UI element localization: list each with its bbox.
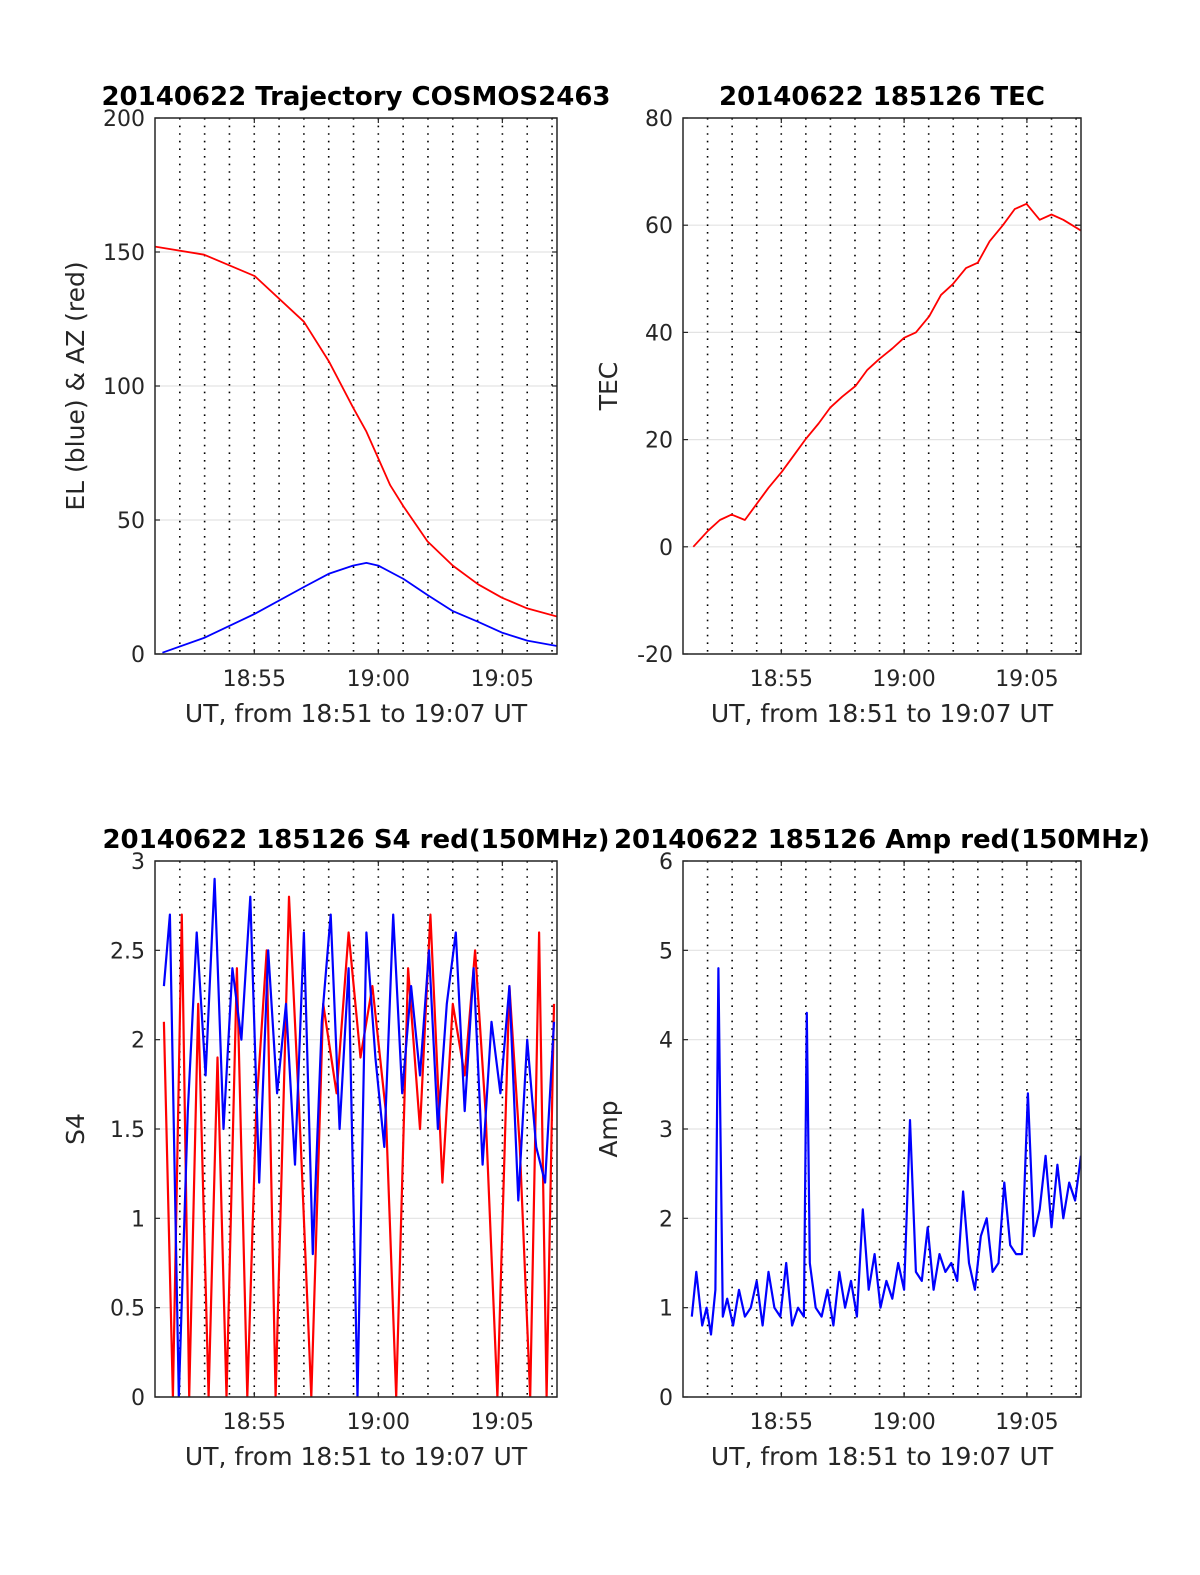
panel-4-y-tick-label: 1 — [659, 1297, 673, 1322]
panel-4-y-tick-label: 6 — [659, 850, 673, 875]
panel-2-y-tick-label: -20 — [637, 643, 673, 668]
panel-4-x-tick-label: 19:00 — [872, 1410, 935, 1435]
panel-2-y-axis-label: TEC — [594, 362, 623, 412]
panel-3-title: 20140622 185126 S4 red(150MHz) — [102, 825, 609, 855]
panel-4-x-tick-label: 18:55 — [750, 1410, 813, 1435]
panel-2-x-tick-label: 19:05 — [995, 667, 1058, 692]
panel-2-y-tick-label: 40 — [645, 321, 673, 346]
panel-2-y-tick-label: 80 — [645, 107, 673, 132]
panel-4-title: 20140622 185126 Amp red(150MHz) — [614, 825, 1150, 855]
panel-3-series-1-line — [162, 895, 556, 1397]
panel-1-y-tick-label: 200 — [103, 107, 145, 132]
panel-2: -20 0 20 40 60 80 18:55 19:00 19:05 20140622 1851… — [594, 82, 1082, 728]
panel-1-x-tick-label: 19:00 — [347, 667, 410, 692]
panel-2-y-tick-label: 60 — [645, 214, 673, 239]
panel-3: 0 0.5 1 1.5 2 2.5 3 18:55 19:00 19:05 20140622 185… — [61, 825, 610, 1471]
panel-2-x-tick-label: 19:00 — [872, 667, 935, 692]
panel-1-series-1-line — [155, 245, 557, 618]
panel-2-title: 20140622 185126 TEC — [719, 82, 1045, 112]
panel-3-x-axis-label: UT, from 18:51 to 19:07 UT — [185, 1442, 528, 1471]
panel-2-x-tick-label: 18:55 — [750, 667, 813, 692]
panel-3-y-tick-label: 0.5 — [110, 1297, 145, 1322]
panel-3-y-axis-label: S4 — [61, 1113, 90, 1145]
panel-2-axes-box — [682, 117, 1082, 655]
panel-4-y-tick-label: 3 — [659, 1118, 673, 1143]
panel-1-y-tick-label: 150 — [103, 241, 145, 266]
panel-1: 0 50 100 150 200 18:55 19:00 19:05 20140622 Traj… — [61, 82, 611, 728]
panel-3-x-tick-label: 19:05 — [471, 1410, 534, 1435]
panel-4-x-axis-label: UT, from 18:51 to 19:07 UT — [711, 1442, 1054, 1471]
panel-3-x-tick-label: 19:00 — [347, 1410, 410, 1435]
panel-3-series-2-line — [162, 877, 556, 1397]
panel-1-y-tick-label: 0 — [131, 643, 145, 668]
panel-4-y-tick-label: 5 — [659, 939, 673, 964]
panel-2-x-axis-label: UT, from 18:51 to 19:07 UT — [711, 699, 1054, 728]
panel-1-y-tick-label: 50 — [117, 509, 145, 534]
panel-3-x-tick-label: 18:55 — [223, 1410, 286, 1435]
panel-1-title: 20140622 Trajectory COSMOS2463 — [101, 82, 610, 112]
panel-1-series-2-line — [162, 562, 557, 654]
panel-4-y-axis-label: Amp — [594, 1100, 623, 1157]
panel-4-series-1-line — [690, 967, 1081, 1336]
panel-1-x-tick-label: 18:55 — [223, 667, 286, 692]
panel-4: 0 1 2 3 4 5 6 18:55 19:00 19:05 20140622 185126 Am… — [594, 825, 1150, 1471]
panel-4-y-tick-label: 4 — [659, 1029, 673, 1054]
panel-3-y-tick-label: 2.5 — [110, 939, 145, 964]
panel-1-x-axis-label: UT, from 18:51 to 19:07 UT — [185, 699, 528, 728]
panel-2-y-tick-label: 0 — [659, 536, 673, 561]
panel-1-y-tick-label: 100 — [103, 375, 145, 400]
panel-3-y-tick-label: 1.5 — [110, 1118, 145, 1143]
panel-3-y-tick-label: 1 — [131, 1207, 145, 1232]
panel-2-y-tick-label: 20 — [645, 429, 673, 454]
panel-3-y-tick-label: 0 — [131, 1386, 145, 1411]
panel-4-y-tick-label: 0 — [659, 1386, 673, 1411]
panel-3-y-tick-label: 3 — [131, 850, 145, 875]
panel-2-series-1-line — [692, 202, 1081, 548]
panel-4-x-tick-label: 19:05 — [995, 1410, 1058, 1435]
panel-4-y-tick-label: 2 — [659, 1207, 673, 1232]
panel-1-x-tick-label: 19:05 — [471, 667, 534, 692]
panel-1-y-axis-label: EL (blue) & AZ (red) — [61, 261, 90, 510]
panel-3-y-tick-label: 2 — [131, 1029, 145, 1054]
